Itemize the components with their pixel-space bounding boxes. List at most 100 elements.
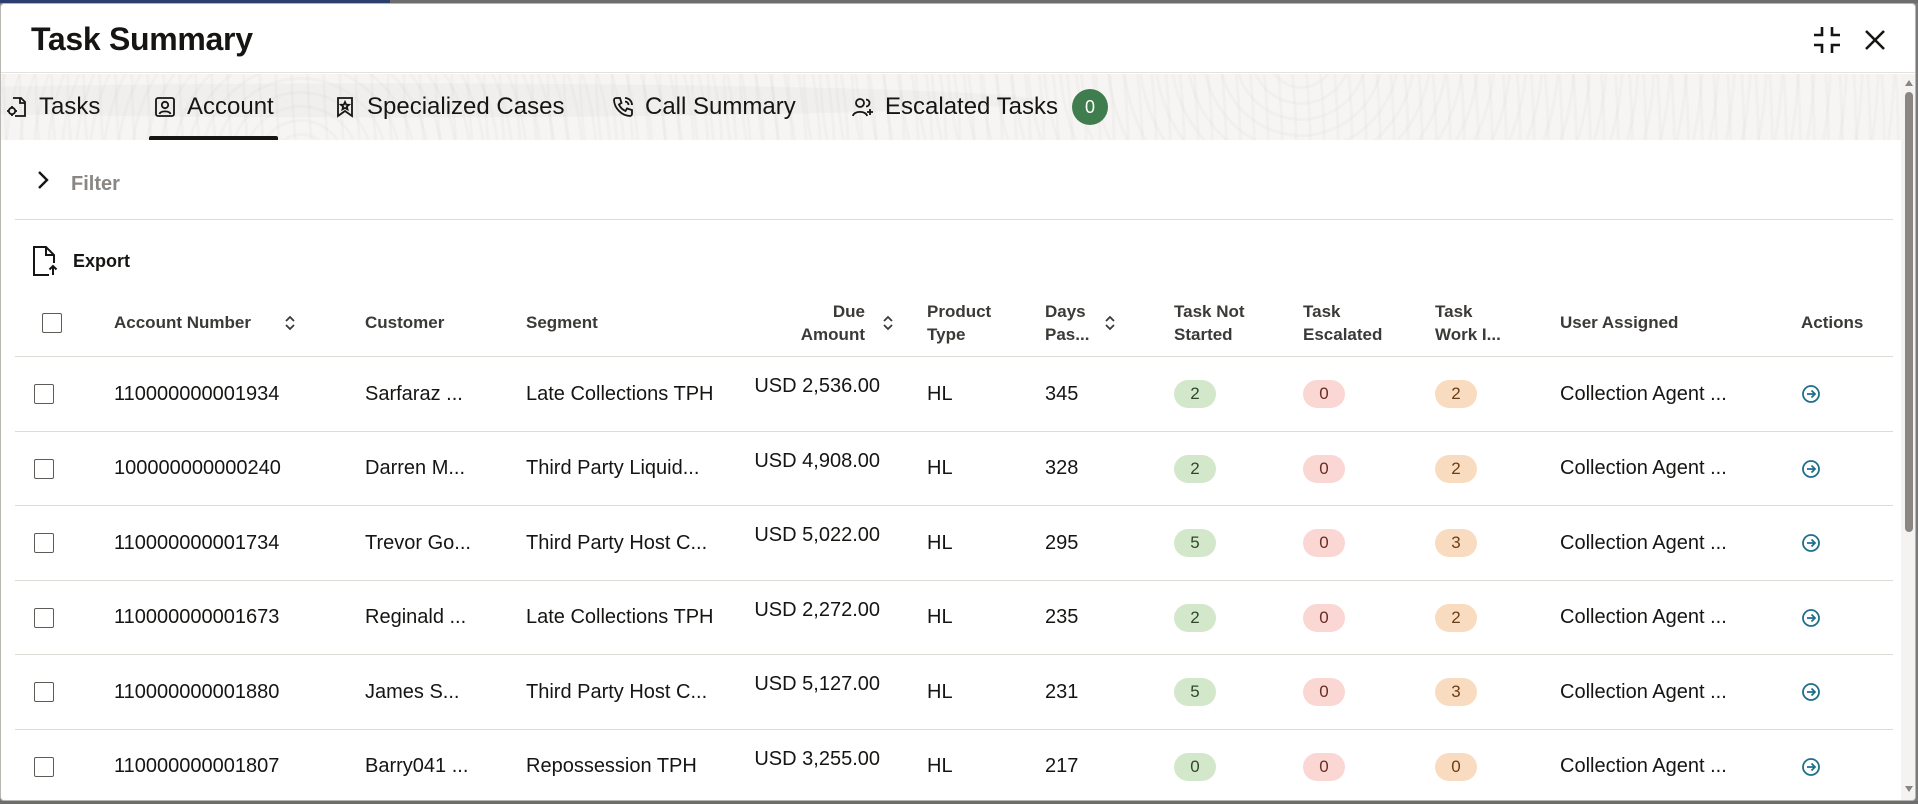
task-not-started-cell: 5	[1174, 655, 1216, 729]
task-escalated-badge: 0	[1303, 603, 1345, 632]
actions-cell	[1801, 506, 1821, 580]
segment-cell: Third Party Host C...	[526, 680, 708, 703]
tab-escalated-tasks[interactable]: Escalated Tasks 0	[851, 74, 1108, 140]
user-assigned-cell: Collection Agent ...	[1560, 755, 1727, 777]
segment-cell: Third Party Liquid...	[526, 457, 700, 479]
task-gear-icon	[7, 97, 26, 117]
product-type-cell: HL	[927, 457, 953, 479]
header-label: Segment	[526, 313, 598, 332]
tab-bar: Tasks Account Specialized Cases Call Sum…	[1, 74, 1901, 140]
header-days-past[interactable]: Days Pas...	[1045, 288, 1117, 357]
arrow-circle-right-icon[interactable]	[1801, 459, 1821, 479]
phone-icon	[613, 97, 633, 117]
actions-cell	[1801, 432, 1821, 506]
account-icon	[155, 97, 175, 117]
row-checkbox[interactable]	[34, 607, 54, 628]
arrow-circle-right-icon[interactable]	[1801, 757, 1821, 777]
backdrop-bottom	[0, 801, 1918, 804]
arrow-circle-right-icon[interactable]	[1801, 533, 1821, 553]
account-number-cell: 110000000001880	[114, 680, 280, 703]
header-label-line: Work I...	[1435, 324, 1501, 344]
header-label-line: Started	[1174, 324, 1233, 344]
table-row: 110000000001934 Sarfaraz ... Late Collecti…	[15, 357, 1893, 432]
account-number-cell: 110000000001934	[114, 382, 280, 405]
chevron-right-icon[interactable]	[31, 168, 55, 192]
row-select-cell	[34, 432, 54, 506]
row-checkbox[interactable]	[34, 533, 54, 553]
sort-icon[interactable]	[881, 313, 895, 333]
table-header: Account Number Customer Segment Due Amoun…	[15, 288, 1893, 357]
customer-cell: Trevor Go...	[365, 531, 471, 554]
segment-cell: Third Party Host C...	[526, 531, 708, 554]
actions-cell	[1801, 357, 1821, 431]
due-amount-cell: USD 5,022.00	[754, 524, 880, 546]
product-type-cell: HL	[927, 606, 953, 628]
header-label-line: Escalated	[1303, 324, 1383, 344]
task-work-cell: 0	[1435, 730, 1477, 801]
table-row: 110000000001807 Barry041 ... Repossession …	[15, 730, 1893, 801]
days-past-cell: 235	[1045, 606, 1079, 628]
dialog-title: Task Summary	[31, 21, 253, 57]
header-product-type: Product Type	[927, 288, 991, 357]
task-work-cell: 3	[1435, 506, 1477, 580]
vertical-scrollbar[interactable]	[1901, 74, 1915, 800]
tab-call-summary[interactable]: Call Summary	[611, 74, 796, 140]
arrow-circle-right-icon[interactable]	[1801, 608, 1821, 628]
scroll-up-arrow[interactable]	[1905, 80, 1913, 86]
task-work-badge: 0	[1435, 752, 1477, 781]
header-label-line: Task	[1303, 301, 1341, 321]
task-work-badge: 3	[1435, 529, 1477, 557]
row-checkbox[interactable]	[34, 756, 54, 777]
task-work-cell: 2	[1435, 581, 1477, 655]
task-work-badge: 2	[1435, 603, 1477, 632]
row-checkbox[interactable]	[34, 458, 54, 479]
filter-label[interactable]: Filter	[71, 173, 120, 195]
tab-label: Tasks	[39, 93, 101, 120]
tab-specialized-cases[interactable]: Specialized Cases	[333, 74, 564, 140]
scroll-down-arrow[interactable]	[1905, 786, 1913, 792]
sort-icon[interactable]	[283, 313, 297, 333]
close-button[interactable]	[1855, 20, 1895, 60]
row-select-cell	[34, 581, 54, 655]
task-work-cell: 2	[1435, 357, 1477, 431]
product-type-cell: HL	[927, 755, 953, 777]
header-label: Account Number	[114, 313, 251, 332]
compress-button[interactable]	[1807, 20, 1847, 60]
tab-account[interactable]: Account	[149, 74, 278, 140]
sort-icon[interactable]	[1103, 313, 1117, 333]
row-select-cell	[34, 730, 54, 801]
days-past-cell: 231	[1045, 680, 1079, 703]
customer-cell: Reginald ...	[365, 606, 467, 628]
row-checkbox[interactable]	[34, 384, 54, 404]
header-customer: Customer	[365, 288, 444, 357]
row-select-cell	[34, 357, 54, 431]
user-assigned-cell: Collection Agent ...	[1560, 606, 1727, 628]
header-label-line: Type	[927, 324, 966, 344]
header-account-number[interactable]: Account Number	[114, 288, 297, 357]
row-select-cell	[34, 655, 54, 729]
export-button[interactable]: Export	[31, 244, 130, 278]
header-label: Task Escalated	[1303, 300, 1382, 346]
task-escalated-cell: 0	[1303, 655, 1345, 729]
row-checkbox[interactable]	[34, 682, 54, 702]
tab-tasks[interactable]: Tasks	[5, 74, 100, 140]
dialog-header: Task Summary	[1, 4, 1915, 73]
arrow-circle-right-icon[interactable]	[1801, 384, 1821, 404]
account-number-cell: 110000000001734	[114, 531, 280, 554]
task-not-started-badge: 2	[1174, 454, 1216, 483]
export-file-icon	[33, 246, 58, 276]
actions-cell	[1801, 655, 1821, 729]
select-all-checkbox[interactable]	[42, 312, 62, 333]
segment-cell: Late Collections TPH	[526, 382, 714, 405]
days-past-cell: 345	[1045, 382, 1079, 405]
user-assigned-cell: Collection Agent ...	[1560, 382, 1727, 405]
task-not-started-cell: 2	[1174, 357, 1216, 431]
accounts-table: Account Number Customer Segment Due Amoun…	[15, 288, 1893, 801]
header-due-amount[interactable]: Due Amount	[775, 288, 895, 357]
header-label-line: Task Not	[1174, 301, 1245, 321]
due-amount-cell: USD 4,908.00	[754, 449, 880, 472]
table-row: 110000000001673 Reginald ... Late Collecti…	[15, 581, 1893, 655]
arrow-circle-right-icon[interactable]	[1801, 682, 1821, 702]
due-amount-cell: USD 3,255.00	[754, 747, 880, 770]
scroll-thumb[interactable]	[1905, 92, 1913, 532]
